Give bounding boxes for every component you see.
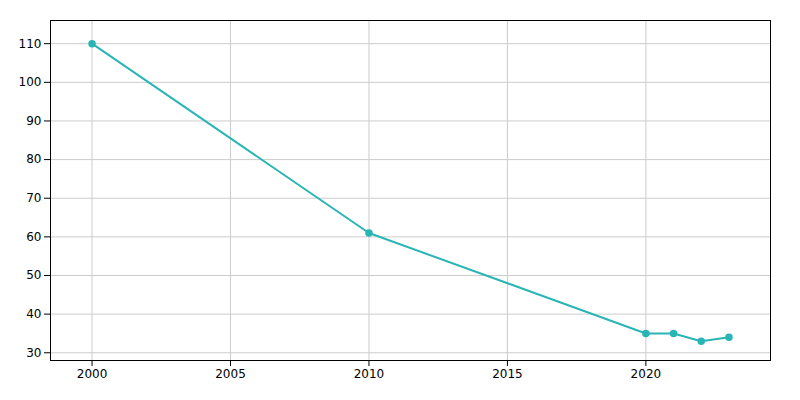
svg-text:60: 60 [26,230,41,244]
svg-text:2005: 2005 [215,367,246,381]
svg-text:40: 40 [26,307,41,321]
svg-text:50: 50 [26,268,41,282]
svg-text:80: 80 [26,152,41,166]
svg-text:90: 90 [26,114,41,128]
svg-text:2010: 2010 [354,367,385,381]
svg-text:70: 70 [26,191,41,205]
svg-text:2015: 2015 [492,367,523,381]
svg-text:2020: 2020 [631,367,662,381]
svg-text:100: 100 [19,75,42,89]
svg-text:110: 110 [19,37,42,51]
svg-text:2000: 2000 [77,367,108,381]
svg-text:30: 30 [26,346,41,360]
